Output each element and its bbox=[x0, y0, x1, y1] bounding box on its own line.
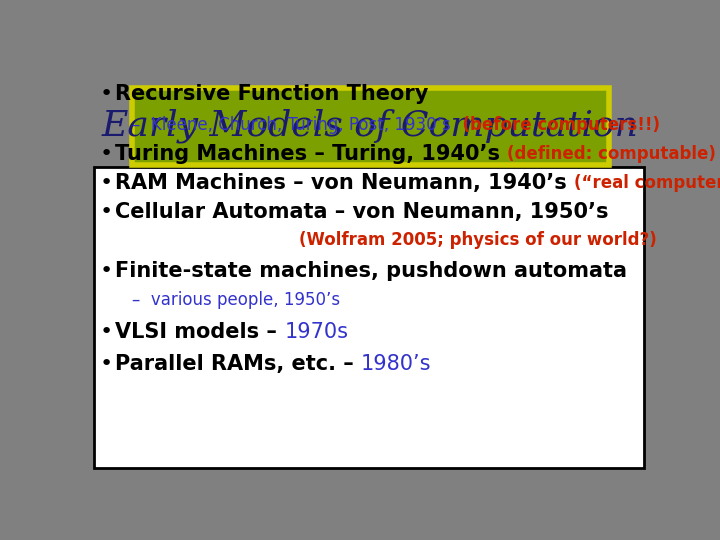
Text: –  various people, 1950’s: – various people, 1950’s bbox=[132, 291, 340, 309]
Text: Finite-state machines, pushdown automata: Finite-state machines, pushdown automata bbox=[115, 261, 627, 281]
Text: •: • bbox=[99, 354, 113, 374]
Text: Recursive Function Theory: Recursive Function Theory bbox=[115, 84, 428, 104]
Text: 1980’s: 1980’s bbox=[361, 354, 431, 374]
Text: Parallel RAMs, etc. –: Parallel RAMs, etc. – bbox=[115, 354, 361, 374]
Text: •: • bbox=[99, 84, 113, 104]
Text: VLSI models –: VLSI models – bbox=[115, 322, 284, 342]
FancyBboxPatch shape bbox=[132, 87, 609, 165]
Text: •: • bbox=[99, 202, 113, 222]
Text: (“real computer”): (“real computer”) bbox=[574, 174, 720, 192]
Text: •: • bbox=[99, 173, 113, 193]
FancyBboxPatch shape bbox=[94, 167, 644, 468]
Text: Early Models of Computation: Early Models of Computation bbox=[102, 109, 639, 144]
Text: (Wolfram 2005; physics of our world?): (Wolfram 2005; physics of our world?) bbox=[300, 231, 657, 249]
Text: •: • bbox=[99, 322, 113, 342]
Text: (before computers!!): (before computers!!) bbox=[451, 116, 660, 134]
Text: (defined: computable): (defined: computable) bbox=[508, 145, 716, 163]
Text: Cellular Automata – von Neumann, 1950’s: Cellular Automata – von Neumann, 1950’s bbox=[115, 202, 608, 222]
Text: •: • bbox=[99, 144, 113, 164]
Text: •: • bbox=[99, 261, 113, 281]
Text: RAM Machines – von Neumann, 1940’s: RAM Machines – von Neumann, 1940’s bbox=[115, 173, 574, 193]
Text: 1970s: 1970s bbox=[284, 322, 348, 342]
Text: –  Kleene, Church, Turing, Post, 1930’s: – Kleene, Church, Turing, Post, 1930’s bbox=[132, 116, 451, 134]
Text: Turing Machines – Turing, 1940’s: Turing Machines – Turing, 1940’s bbox=[115, 144, 508, 164]
